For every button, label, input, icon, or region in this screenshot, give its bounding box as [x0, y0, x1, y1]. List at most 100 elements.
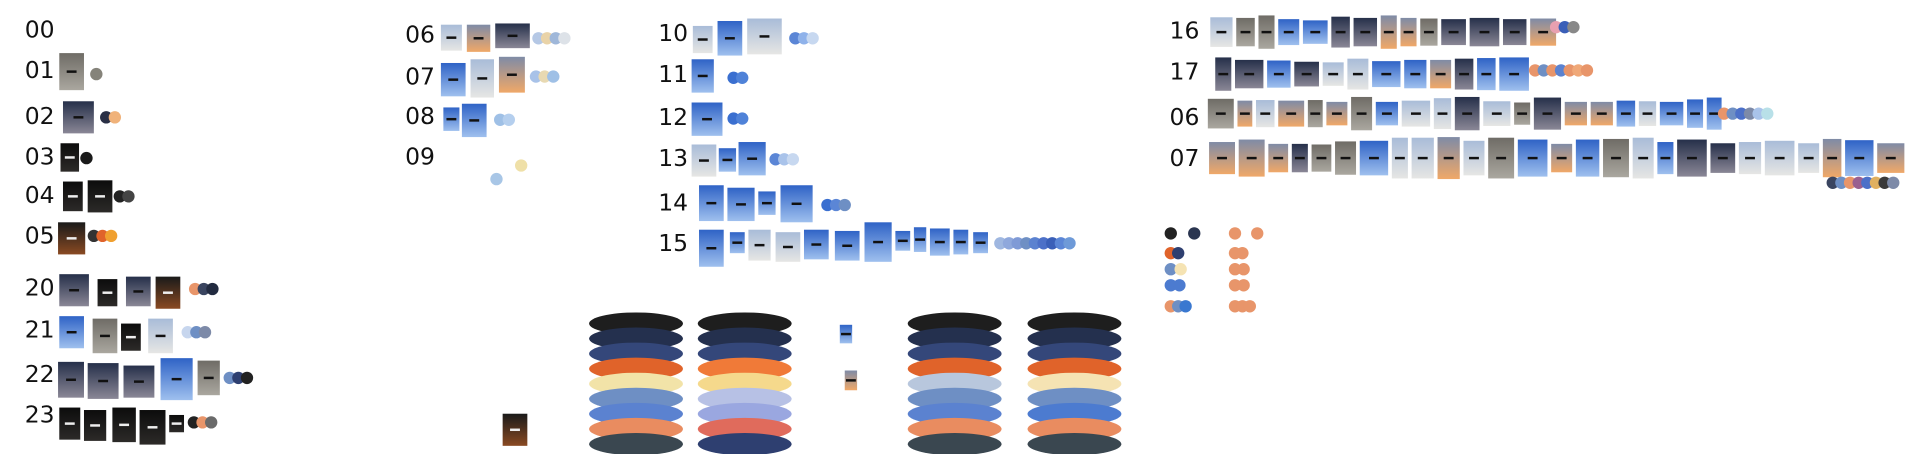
thumbnail-caption: [1481, 72, 1492, 76]
thumbnail-caption: [1218, 72, 1229, 76]
color-swatch: [1580, 64, 1594, 77]
thumbnail-caption: [1459, 72, 1470, 76]
thumbnail-caption: [1717, 156, 1728, 160]
color-swatch: [1237, 279, 1250, 292]
thumbnail-caption: [1403, 30, 1414, 34]
thumbnail-caption: [1335, 30, 1346, 34]
color-swatch: [1735, 107, 1748, 120]
thumbnail-caption: [163, 291, 173, 294]
thumbnail-caption: [100, 334, 110, 338]
color-swatch: [806, 32, 819, 45]
thumbnail-caption: [975, 241, 986, 244]
thumbnail-caption: [506, 73, 517, 76]
color-swatch: [829, 198, 843, 212]
color-swatch: [1173, 279, 1186, 292]
thumbnail-caption: [69, 288, 80, 292]
thumbnail-caption: [724, 37, 735, 40]
color-swatch: [1743, 107, 1757, 120]
thumbnail-caption: [1745, 156, 1755, 160]
color-swatch: [1572, 64, 1585, 77]
thumbnail-caption: [915, 238, 926, 241]
palette-disc: [1027, 432, 1122, 454]
color-swatch: [104, 229, 118, 243]
row-label: 07: [1170, 144, 1200, 172]
color-swatch: [223, 371, 236, 385]
color-swatch: [1549, 20, 1563, 34]
color-swatch: [1028, 237, 1042, 250]
color-swatch: [1054, 237, 1068, 250]
thumbnail-caption: [1316, 156, 1327, 160]
color-swatch: [1752, 107, 1765, 120]
row-label: 01: [25, 56, 55, 84]
thumbnail-caption: [1827, 156, 1838, 160]
color-swatch: [1528, 64, 1542, 77]
thumbnail-caption: [1803, 156, 1814, 160]
thumbnail-caption: [1687, 156, 1697, 160]
thumbnail-caption: [473, 37, 484, 40]
thumbnail-caption: [1509, 30, 1520, 34]
thumbnail-caption: [1283, 30, 1294, 34]
thumbnail-caption: [66, 378, 76, 381]
thumbnail-caption: [446, 117, 457, 121]
color-swatch: [538, 70, 551, 83]
color-swatch: [532, 32, 545, 45]
thumbnail-caption: [1660, 156, 1671, 160]
row-label: 23: [25, 401, 55, 429]
color-swatch: [1843, 176, 1857, 189]
color-swatch: [206, 282, 219, 296]
thumbnail-caption: [1356, 112, 1367, 115]
thumbnail-caption: [1443, 156, 1454, 160]
color-swatch: [994, 237, 1007, 250]
thumbnail-caption: [1215, 112, 1226, 115]
color-swatch: [197, 282, 210, 296]
thumbnail-caption: [1273, 72, 1284, 76]
color-swatch: [96, 229, 109, 243]
thumbnail-caption: [1479, 30, 1490, 34]
thumbnail-caption: [1246, 156, 1257, 160]
thumbnail-caption: [1410, 72, 1421, 76]
thumbnail-caption: [1596, 112, 1607, 115]
thumbnail-caption: [842, 244, 853, 247]
row-label: 04: [25, 181, 55, 209]
row-label: 11: [658, 60, 688, 88]
color-swatch: [1164, 263, 1177, 276]
thumbnail-caption: [1570, 112, 1581, 115]
color-swatch: [122, 190, 135, 203]
row-label: 05: [25, 222, 55, 250]
thumbnail-caption: [1331, 112, 1342, 115]
color-swatch: [821, 198, 834, 212]
row-label: 03: [25, 143, 55, 171]
thumbnail-caption: [699, 159, 709, 162]
thumbnail-caption: [1273, 156, 1284, 160]
thumbnail-caption: [1352, 72, 1363, 76]
color-swatch: [232, 371, 245, 385]
thumbnail-caption: [155, 334, 166, 338]
thumbnail-caption: [782, 245, 793, 249]
thumbnail-caption: [119, 423, 130, 427]
color-swatch: [558, 32, 571, 45]
thumbnail-caption: [841, 332, 851, 336]
thumbnail-caption: [98, 379, 109, 383]
color-swatch: [1237, 263, 1250, 276]
thumbnail-caption: [706, 247, 717, 250]
thumbnail-caption: [732, 241, 743, 244]
row-label: 00: [25, 15, 55, 43]
color-swatch: [1037, 237, 1050, 250]
color-swatch: [1717, 107, 1731, 120]
row-label: 06: [405, 20, 435, 48]
thumbnail-caption: [697, 74, 708, 78]
color-swatch: [240, 371, 254, 385]
thumbnail-caption: [1286, 112, 1297, 115]
color-swatch: [1554, 64, 1568, 77]
color-swatch: [1002, 237, 1016, 250]
row-label: 15: [658, 229, 688, 257]
color-swatch: [549, 32, 562, 45]
row-label: 16: [1170, 17, 1200, 45]
thumbnail-caption: [1437, 112, 1448, 115]
color-swatch: [1011, 237, 1024, 250]
thumbnail-caption: [125, 335, 136, 339]
thumbnail-caption: [736, 203, 746, 206]
color-swatch: [187, 416, 201, 429]
color-swatch: [90, 67, 103, 81]
thumbnail-caption: [761, 201, 772, 205]
